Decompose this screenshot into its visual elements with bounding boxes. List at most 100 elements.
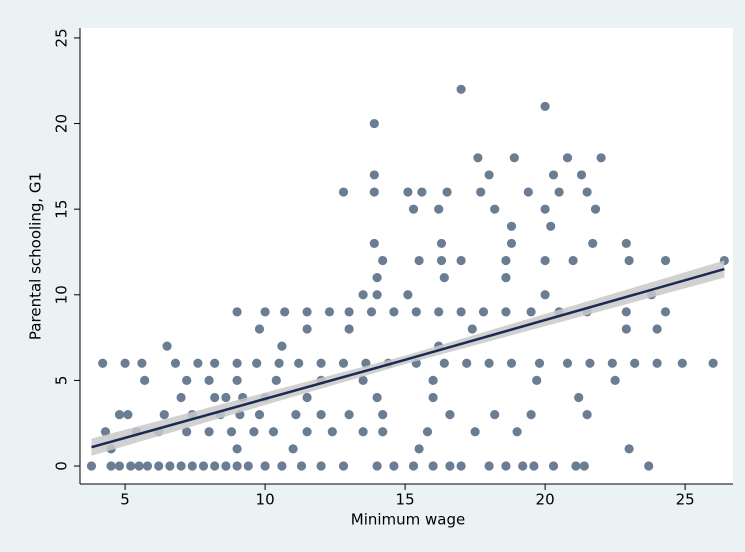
scatter-point: [526, 307, 536, 317]
scatter-point: [187, 461, 197, 471]
scatter-point: [532, 375, 542, 386]
scatter-point: [660, 307, 671, 317]
scatter-point: [226, 427, 237, 437]
scatter-point: [123, 410, 133, 420]
scatter-point: [344, 307, 354, 317]
scatter-point: [338, 187, 349, 197]
scatter-point: [408, 461, 419, 471]
scatter-point: [574, 392, 584, 403]
scatter-point: [660, 255, 671, 266]
scatter-point: [324, 307, 335, 317]
scatter-point: [142, 461, 153, 471]
scatter-point: [534, 358, 545, 368]
scatter-point: [232, 444, 242, 454]
scatter-point: [378, 255, 388, 266]
scatter-point: [316, 358, 326, 368]
y-tick-label: 0: [53, 461, 71, 471]
scatter-point: [210, 461, 220, 471]
scatter-point: [529, 461, 539, 471]
scatter-point: [428, 375, 438, 386]
scatter-point: [436, 238, 447, 249]
scatter-point: [490, 204, 500, 214]
scatter-point: [271, 375, 281, 386]
scatter-point: [232, 461, 242, 471]
scatter-point: [408, 204, 419, 214]
scatter-point: [414, 255, 424, 266]
scatter-point: [232, 358, 242, 368]
scatter-point: [476, 187, 486, 197]
scatter-point: [372, 392, 382, 403]
x-tick-label: 15: [396, 491, 415, 509]
scatter-point: [159, 410, 169, 420]
scatter-point: [546, 221, 556, 231]
scatter-point: [316, 461, 326, 471]
scatter-point: [470, 427, 480, 437]
scatter-point: [562, 358, 573, 368]
y-tick-label: 5: [53, 376, 71, 386]
scatter-point: [358, 427, 368, 437]
scatter-point: [372, 461, 382, 471]
scatter-point: [621, 307, 631, 317]
scatter-point: [302, 324, 312, 334]
scatter-point: [506, 221, 517, 231]
scatter-point: [182, 375, 192, 386]
scatter-point: [428, 392, 438, 403]
scatter-point: [518, 461, 528, 471]
scatter-point: [456, 461, 466, 471]
scatter-point: [506, 238, 517, 249]
scatter-point: [540, 255, 550, 266]
scatter-point: [562, 153, 573, 163]
scatter-point: [165, 461, 175, 471]
scatter-point: [182, 427, 192, 437]
scatter-point: [140, 375, 150, 386]
scatter-point: [302, 307, 312, 317]
scatter-point: [344, 324, 354, 334]
scatter-point: [439, 358, 449, 368]
scatter-point: [243, 461, 253, 471]
scatter-point: [652, 358, 662, 368]
scatter-point: [294, 358, 304, 368]
scatter-point: [137, 358, 147, 368]
scatter-point: [378, 410, 388, 420]
scatter-point: [422, 427, 433, 437]
scatter-point: [204, 427, 214, 437]
scatter-point: [677, 358, 687, 368]
scatter-point: [98, 358, 108, 368]
y-axis-title: Parental schooling, G1: [27, 172, 45, 340]
scatter-point: [588, 238, 598, 249]
scatter-point: [369, 238, 379, 249]
scatter-point: [621, 324, 631, 334]
scatter-point: [198, 461, 209, 471]
scatter-point: [114, 410, 125, 420]
scatter-point: [621, 238, 631, 249]
scatter-point: [176, 392, 186, 403]
scatter-point: [445, 410, 455, 420]
scatter-point: [254, 324, 265, 334]
scatter-point: [540, 101, 550, 112]
scatter-point: [490, 410, 500, 420]
scatter-point: [554, 187, 564, 197]
scatter-point: [358, 375, 368, 386]
scatter-point: [358, 290, 368, 300]
scatter-point: [296, 461, 307, 471]
scatter-point: [389, 461, 399, 471]
scatter-point: [473, 153, 483, 163]
scatter-point: [274, 358, 284, 368]
scatter-point: [417, 187, 427, 197]
scatter-point: [120, 358, 130, 368]
y-tick-label: 25: [53, 28, 71, 47]
scatter-point: [456, 307, 466, 317]
scatter-point: [369, 118, 379, 129]
scatter-point: [442, 187, 452, 197]
scatter-point: [484, 461, 494, 471]
scatter-point: [610, 375, 620, 386]
scatter-point: [568, 255, 578, 266]
scatter-point: [540, 290, 550, 300]
x-tick-label: 20: [536, 491, 555, 509]
scatter-point: [624, 444, 634, 454]
scatter-point: [106, 461, 116, 471]
scatter-point: [445, 461, 455, 471]
scatter-point: [512, 427, 522, 437]
scatter-point: [526, 410, 536, 420]
